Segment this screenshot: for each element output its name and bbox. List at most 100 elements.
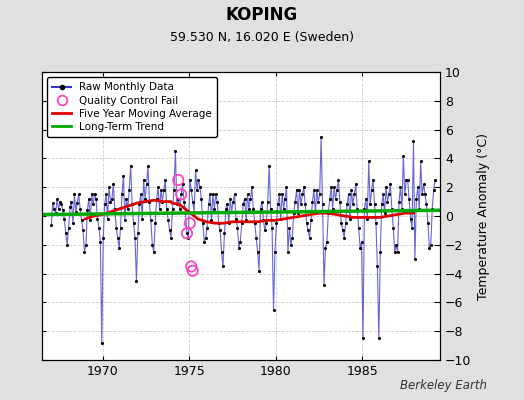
Point <box>202 234 210 241</box>
Point <box>91 191 99 198</box>
Point <box>283 249 292 255</box>
Point <box>365 158 373 164</box>
Point <box>199 220 207 226</box>
Point <box>390 249 399 255</box>
Point <box>357 239 366 245</box>
Point <box>245 206 253 212</box>
Point <box>92 196 100 202</box>
Point <box>347 187 356 193</box>
Point <box>154 184 162 190</box>
Point <box>310 187 318 193</box>
Point <box>324 210 333 216</box>
Point <box>185 177 194 183</box>
Point <box>305 234 314 241</box>
Point <box>84 196 93 202</box>
Point <box>362 196 370 202</box>
Point <box>118 191 126 198</box>
Point <box>325 196 334 202</box>
Point <box>219 263 227 270</box>
Point <box>57 201 66 208</box>
Point <box>66 204 74 210</box>
Point <box>83 207 92 214</box>
Point <box>314 198 322 205</box>
Point <box>105 184 113 190</box>
Point <box>323 239 331 245</box>
Point <box>411 256 419 262</box>
Point <box>217 249 226 255</box>
Point <box>124 206 132 212</box>
Point <box>64 224 73 231</box>
Point <box>180 198 188 205</box>
Point <box>339 227 347 234</box>
Point <box>255 268 263 274</box>
Point <box>396 184 405 190</box>
Point <box>194 177 203 183</box>
Point <box>69 220 77 226</box>
Point <box>288 234 297 241</box>
Point <box>50 206 58 212</box>
Point <box>262 220 270 226</box>
Point <box>290 210 298 216</box>
Point <box>292 187 301 193</box>
Point <box>53 196 61 202</box>
Point <box>321 244 330 251</box>
Point <box>214 220 223 226</box>
Point <box>415 206 423 212</box>
Point <box>331 196 340 202</box>
Point <box>196 184 204 190</box>
Point <box>114 234 122 241</box>
Point <box>389 224 398 231</box>
Point <box>333 187 341 193</box>
Point <box>427 242 435 248</box>
Point <box>239 201 247 208</box>
Y-axis label: Temperature Anomaly (°C): Temperature Anomaly (°C) <box>477 132 490 300</box>
Point <box>93 216 102 222</box>
Point <box>132 278 140 284</box>
Point <box>394 249 402 255</box>
Point <box>171 148 180 154</box>
Point <box>189 268 197 274</box>
Point <box>241 196 249 202</box>
Point <box>67 198 75 205</box>
Point <box>417 158 425 164</box>
Point <box>223 201 232 208</box>
Point <box>229 198 237 205</box>
Point <box>252 234 260 241</box>
Point <box>126 162 135 169</box>
Point <box>95 224 103 231</box>
Point <box>181 210 190 216</box>
Point <box>294 210 302 216</box>
Point <box>408 224 416 231</box>
Point <box>158 198 167 205</box>
Point <box>97 340 106 346</box>
Point <box>407 216 415 222</box>
Point <box>315 191 324 198</box>
Point <box>317 134 325 140</box>
Point <box>285 224 293 231</box>
Point <box>49 200 57 206</box>
Point <box>96 239 105 245</box>
Point <box>112 224 121 231</box>
Point <box>343 201 351 208</box>
Point <box>174 196 182 202</box>
Point <box>129 220 138 226</box>
Point <box>183 230 191 236</box>
Point <box>170 187 178 193</box>
Point <box>203 224 211 231</box>
Point <box>367 187 376 193</box>
Point <box>149 249 158 255</box>
Point <box>356 244 364 251</box>
Point <box>225 220 233 226</box>
Point <box>337 220 345 226</box>
Point <box>249 206 257 212</box>
Point <box>103 216 112 222</box>
Point <box>422 201 431 208</box>
Point <box>128 201 136 208</box>
Point <box>193 187 201 193</box>
Point <box>54 206 63 212</box>
Point <box>268 224 276 231</box>
Point <box>235 244 243 251</box>
Point <box>144 162 152 169</box>
Point <box>131 234 139 241</box>
Text: KOPING: KOPING <box>226 6 298 24</box>
